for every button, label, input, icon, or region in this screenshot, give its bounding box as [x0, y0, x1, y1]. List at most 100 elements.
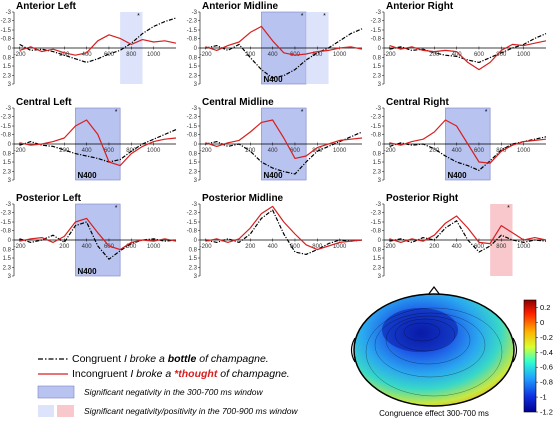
x-tick-label: 1000	[517, 52, 531, 58]
panel-anterior-right: -3 -2.3 -1.5 -0.8 0 0.8 1.5 2.3 3 -200 200 400 600 80…	[371, 1, 547, 88]
y-tick-label: 1.5	[189, 160, 198, 166]
y-tick-label: -0.8	[1, 132, 12, 138]
topomap-left-ear	[350, 337, 356, 363]
y-tick-label: -3	[376, 202, 382, 208]
x-tick-label: 600	[474, 148, 485, 154]
panel-title: Anterior Left	[16, 1, 77, 12]
y-tick-label: -1.5	[187, 28, 198, 34]
series-congruent	[19, 17, 177, 63]
y-tick-label: 0.8	[189, 248, 198, 254]
x-tick-label: 1000	[147, 52, 161, 58]
x-tick-label: 400	[452, 244, 463, 250]
x-tick-label: 200	[245, 148, 256, 154]
panel-anterior-left: *-3-2.3-1.5-0.800.81.52.33-200 200 400 600 8…	[1, 1, 177, 88]
colorbar-tick-label: -1.2	[540, 408, 553, 417]
y-tick-label: 0.8	[373, 56, 382, 62]
legend-congruent-text: Congruent I broke a bottle of champagne.	[72, 353, 269, 365]
x-tick-label: 1000	[147, 244, 161, 250]
panel-title: Anterior Midline	[202, 1, 279, 12]
x-tick-label: 600	[290, 244, 301, 250]
x-tick-label: 800	[496, 52, 507, 58]
x-tick-label: 400	[82, 244, 93, 250]
y-tick-label: -3	[192, 106, 198, 112]
y-tick-label: 1.5	[3, 256, 12, 262]
y-tick-label: 3	[8, 178, 12, 184]
legend-n400-window-swatch	[37, 385, 75, 399]
y-tick-label: -0.8	[371, 228, 382, 234]
y-tick-label: -2.3	[1, 18, 12, 24]
significance-star: *	[485, 109, 488, 116]
legend: Congruent I broke a bottle of champagne.…	[37, 353, 298, 417]
x-tick-label: -200	[200, 52, 213, 58]
y-tick-label: 1.5	[373, 256, 382, 262]
y-tick-label: -2.3	[371, 18, 382, 24]
y-tick-label: 0	[378, 238, 382, 244]
y-tick-label: 2.3	[3, 170, 12, 176]
y-tick-label: -1.5	[1, 28, 12, 34]
y-tick-label: 0.8	[3, 248, 12, 254]
y-tick-label: 0.8	[373, 152, 382, 158]
panel-title: Central Right	[386, 97, 449, 108]
colorbar-tick-label: 0.2	[540, 303, 550, 312]
legend-light-blue-swatch	[38, 405, 54, 417]
colorbar-gradient	[523, 299, 537, 413]
x-tick-label: 800	[312, 244, 323, 250]
series-congruent	[389, 33, 547, 63]
y-tick-label: 1.5	[3, 160, 12, 166]
panel-title: Posterior Right	[386, 193, 459, 204]
y-tick-label: -2.3	[187, 18, 198, 24]
legend-incongruent-text: Incongruent I broke a *thought of champa…	[72, 368, 290, 380]
topomap-head-outline	[353, 293, 515, 407]
y-tick-label: 3	[194, 82, 198, 88]
y-tick-label: 0	[378, 46, 382, 52]
panel-title: Anterior Right	[386, 1, 454, 12]
colorbar-tick-label: -0.4	[540, 348, 553, 357]
y-tick-label: 0	[8, 142, 12, 148]
series-incongruent	[389, 119, 547, 164]
y-tick-label: 1.5	[373, 64, 382, 70]
x-tick-label: 400	[268, 148, 279, 154]
series-congruent	[19, 221, 177, 260]
n400-label: N400	[77, 171, 97, 180]
x-tick-label: 1000	[517, 244, 531, 250]
y-tick-label: 1.5	[3, 64, 12, 70]
y-tick-label: -2.3	[371, 114, 382, 120]
x-tick-label: 600	[474, 52, 485, 58]
y-tick-label: -3	[6, 10, 12, 16]
y-tick-label: -1.5	[1, 124, 12, 130]
x-tick-label: 600	[104, 148, 115, 154]
y-tick-label: -2.3	[1, 210, 12, 216]
x-tick-label: 200	[59, 244, 70, 250]
series-congruent	[19, 129, 177, 163]
n400-label: N400	[263, 75, 283, 84]
topomap-caption: Congruence effect 300-700 ms	[379, 409, 489, 418]
x-tick-label: 1000	[147, 148, 161, 154]
y-tick-label: 3	[194, 274, 198, 280]
panel-central-left: * N400 -3 -2.3 -1.5 -0.8 0 0.8 1.5 2.3 3 -200 200 400…	[1, 97, 177, 184]
significance-star: *	[301, 109, 304, 116]
y-tick-label: -2.3	[187, 210, 198, 216]
series-congruent	[205, 28, 363, 79]
y-tick-label: 0.8	[189, 152, 198, 158]
topomap: Congruence effect 300-700 ms	[350, 286, 518, 418]
n400-label: N400	[77, 267, 97, 276]
y-tick-label: 2.3	[3, 266, 12, 272]
x-tick-label: 200	[59, 148, 70, 154]
series-incongruent	[19, 119, 177, 167]
y-tick-label: -3	[376, 10, 382, 16]
x-tick-label: 1000	[333, 52, 347, 58]
x-tick-label: 600	[474, 244, 485, 250]
x-tick-label: 1000	[517, 148, 531, 154]
series-incongruent	[205, 25, 363, 56]
x-tick-label: 400	[268, 52, 279, 58]
x-tick-label: 1000	[333, 148, 347, 154]
y-tick-label: 0	[8, 46, 12, 52]
legend-n400-window-text: Significant negativity in the 300-700 ms…	[84, 387, 263, 397]
panel-title: Central Midline	[202, 97, 274, 108]
y-tick-label: -0.8	[187, 36, 198, 42]
legend-pink-swatch	[57, 405, 74, 417]
y-tick-label: 3	[8, 274, 12, 280]
y-tick-label: 1.5	[373, 160, 382, 166]
x-tick-label: -200	[200, 244, 213, 250]
